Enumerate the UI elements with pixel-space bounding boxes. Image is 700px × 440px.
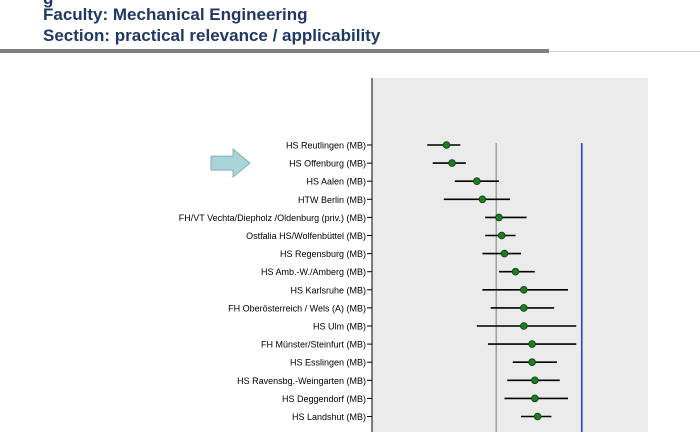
category-label: HS Ulm (MB) xyxy=(313,322,366,332)
data-point xyxy=(500,249,509,258)
category-label: HS Esslingen (MB) xyxy=(290,358,366,368)
plot-area xyxy=(372,78,648,432)
category-label: HS Landshut (MB) xyxy=(292,412,366,422)
category-label: HS Reutlingen (MB) xyxy=(286,141,366,151)
data-point xyxy=(497,231,506,240)
data-point xyxy=(448,159,456,167)
data-point xyxy=(531,394,539,403)
data-point xyxy=(473,177,481,186)
data-point xyxy=(531,376,539,385)
data-point xyxy=(495,213,503,222)
data-point xyxy=(511,267,520,276)
header-divider-light xyxy=(549,51,700,52)
header-divider xyxy=(0,49,549,53)
data-point xyxy=(519,322,528,330)
category-label: FH Oberösterreich / Wels (A) (MB) xyxy=(228,303,366,313)
category-label: HTW Berlin (MB) xyxy=(298,195,366,205)
category-label: FH/VT Vechta/Diepholz /Oldenburg (priv.)… xyxy=(179,213,366,223)
data-point xyxy=(528,340,536,348)
category-label: HS Ravensbg.-Weingarten (MB) xyxy=(237,376,366,386)
data-point xyxy=(442,141,451,149)
category-label: HS Karlsruhe (MB) xyxy=(290,285,366,295)
data-point xyxy=(478,195,487,204)
category-label: Ostfalia HS/Wolfenbüttel (MB) xyxy=(246,231,366,241)
category-label: HS Deggendorf (MB) xyxy=(282,394,366,404)
data-point xyxy=(519,304,528,312)
data-point xyxy=(533,412,542,421)
category-label: HS Offenburg (MB) xyxy=(289,159,366,169)
category-label: FH Münster/Steinfurt (MB) xyxy=(261,340,366,350)
data-point xyxy=(528,358,536,367)
data-point xyxy=(519,285,528,294)
category-label: HS Aalen (MB) xyxy=(306,177,366,187)
faculty-title: Faculty: Mechanical Engineering xyxy=(43,5,308,24)
section-title: Section: practical relevance / applicabi… xyxy=(43,26,381,45)
category-label: HS Regensburg (MB) xyxy=(280,249,366,259)
category-label: HS Amb.-W./Amberg (MB) xyxy=(261,267,366,277)
arrow-icon xyxy=(210,148,251,179)
header-clipped-text: g xyxy=(43,0,53,9)
